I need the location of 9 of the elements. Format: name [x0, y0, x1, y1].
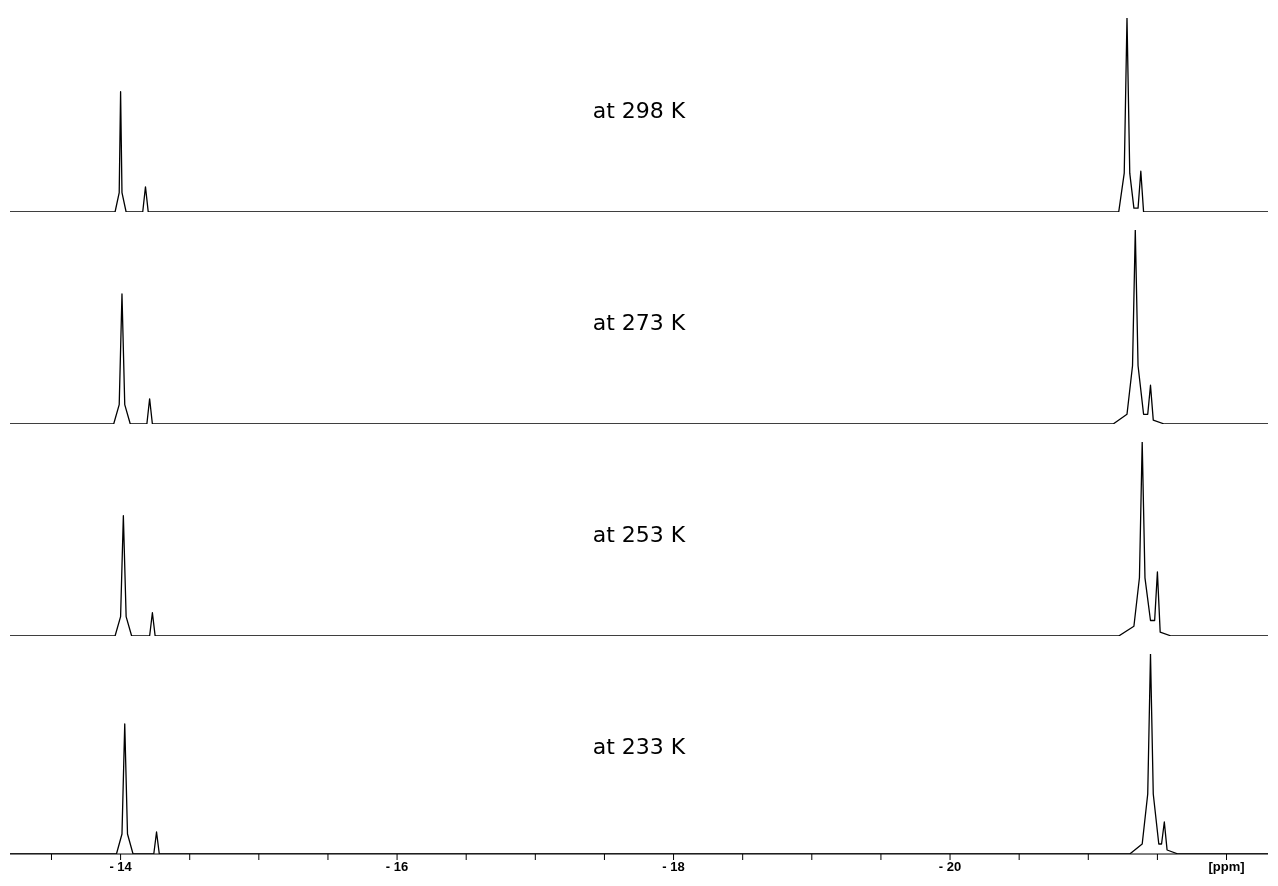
annotation: at 298 K [591, 98, 687, 123]
x-tick-label: - 18 [662, 859, 685, 875]
x-tick-label: - 20 [938, 859, 962, 875]
x-tick-label: [ppm] [1208, 859, 1245, 875]
annotation: at 273 K [591, 310, 687, 335]
annotation: at 253 K [591, 522, 687, 547]
x-tick-label: - 14 [109, 859, 133, 875]
annotation: at 233 K [591, 734, 687, 759]
x-tick-label: - 16 [385, 859, 409, 875]
